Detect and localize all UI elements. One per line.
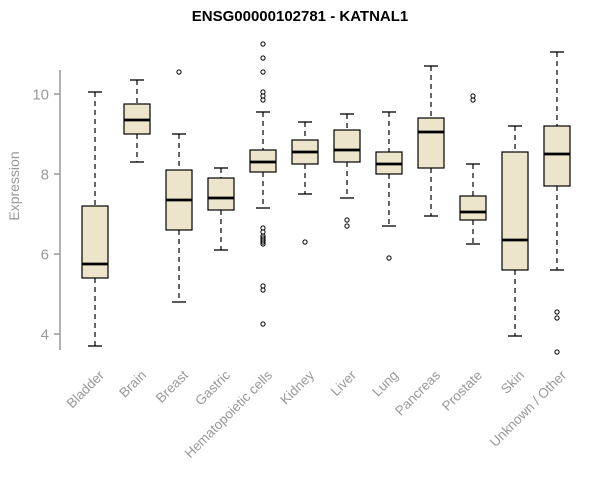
- x-category-label: Prostate: [439, 368, 485, 414]
- x-category-label: Lung: [369, 368, 401, 400]
- boxplot-skin: Skin: [498, 125, 529, 397]
- x-category-label: Skin: [498, 368, 527, 397]
- boxplot-lung: Lung: [369, 111, 403, 400]
- x-category-label: Pancreas: [392, 367, 443, 418]
- outlier-point: [302, 239, 308, 245]
- boxplot-gastric: Gastric: [192, 167, 235, 408]
- iqr-box: [333, 129, 361, 163]
- iqr-box: [81, 205, 109, 279]
- outlier-point: [260, 97, 266, 103]
- x-category-label: Brain: [116, 368, 149, 401]
- x-category-label: Liver: [328, 367, 360, 399]
- boxplot-brain: Brain: [116, 79, 151, 401]
- outlier-point: [554, 349, 560, 355]
- iqr-box: [417, 117, 445, 169]
- boxplot-liver: Liver: [328, 113, 361, 399]
- outlier-point: [344, 223, 350, 229]
- outlier-point: [554, 309, 560, 315]
- x-category-label: Kidney: [277, 367, 317, 407]
- iqr-box: [207, 177, 235, 211]
- outlier-point: [260, 69, 266, 75]
- x-category-label: Bladder: [64, 367, 108, 411]
- iqr-box: [501, 151, 529, 271]
- outlier-point: [260, 241, 266, 247]
- boxplot-bladder: Bladder: [64, 91, 109, 411]
- boxplot-kidney: Kidney: [277, 121, 319, 407]
- x-category-label: Breast: [153, 367, 191, 405]
- outlier-point: [176, 69, 182, 75]
- iqr-box: [543, 125, 571, 187]
- outlier-point: [260, 41, 266, 47]
- outlier-point: [260, 239, 266, 245]
- outlier-point: [260, 55, 266, 61]
- y-tick-label: 6: [41, 246, 49, 263]
- boxplot-prostate: Prostate: [439, 93, 487, 414]
- outlier-point: [344, 217, 350, 223]
- y-tick-label: 10: [32, 86, 49, 103]
- boxplot-breast: Breast: [153, 69, 193, 406]
- x-category-label: Unknown / Other: [487, 367, 570, 450]
- outlier-point: [470, 97, 476, 103]
- x-category-label: Gastric: [192, 367, 233, 408]
- outlier-point: [554, 315, 560, 321]
- chart-title: ENSG00000102781 - KATNAL1: [191, 8, 409, 25]
- boxplot-pancreas: Pancreas: [392, 65, 445, 418]
- iqr-box: [459, 195, 487, 221]
- outlier-point: [260, 321, 266, 327]
- y-tick-label: 4: [41, 326, 49, 343]
- outlier-point: [386, 255, 392, 261]
- y-tick-label: 8: [41, 166, 49, 183]
- outlier-point: [260, 287, 266, 293]
